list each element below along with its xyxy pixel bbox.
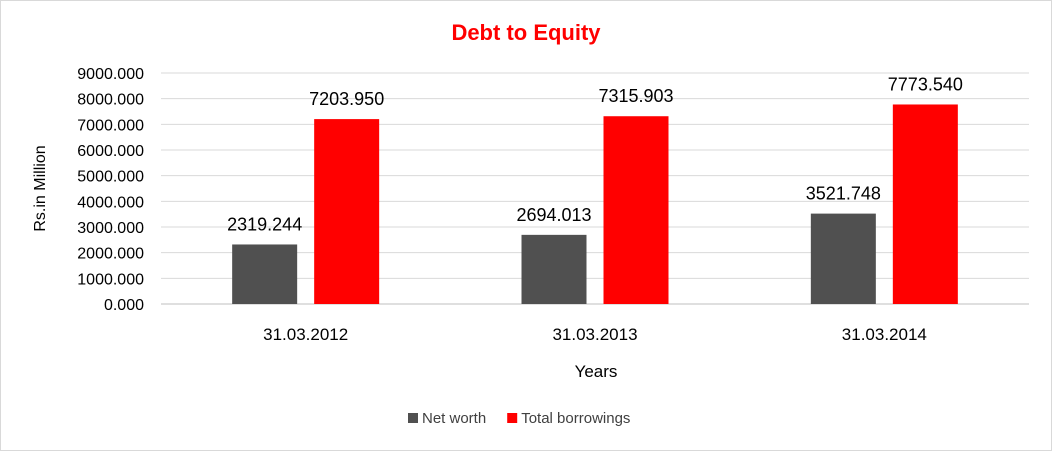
chart-title: Debt to Equity [451,20,601,45]
y-tick-label: 6000.000 [77,143,144,160]
y-tick-label: 4000.000 [77,194,144,211]
bar-total-borrowings [603,116,669,304]
gridlines [161,72,1029,305]
bar-total-borrowings [314,119,380,304]
bar-net-worth [521,234,587,304]
data-label: 3521.748 [806,184,881,204]
x-axis-label: Years [575,362,618,381]
legend-swatch [507,413,518,423]
x-tick-label: 31.03.2014 [842,325,927,344]
y-tick-label: 0.000 [104,297,144,314]
data-label: 7773.540 [888,74,963,94]
legend: Net worth Total borrowings [408,410,630,427]
data-label: 7315.903 [598,86,673,106]
legend-swatch [408,413,418,423]
y-axis-label: Rs.in Million [32,145,49,231]
y-tick-labels: 0.000 1000.000 2000.000 3000.000 4000.000 500… [77,66,144,314]
y-tick-label: 5000.000 [77,169,144,186]
x-tick-labels: 31.03.2012 31.03.2013 31.03.2014 [263,325,927,344]
legend-label: Total borrowings [521,410,630,427]
y-tick-label: 7000.000 [77,117,144,134]
x-tick-label: 31.03.2013 [552,325,637,344]
data-label: 2319.244 [227,214,302,234]
y-tick-label: 1000.000 [77,271,144,288]
bars [232,104,958,304]
bar-net-worth [232,244,298,304]
y-tick-label: 8000.000 [77,92,144,109]
bar-total-borrowings [892,104,958,304]
y-tick-label: 9000.000 [77,66,144,83]
data-label: 2694.013 [516,205,591,225]
legend-label: Net worth [422,410,486,427]
bar-net-worth [810,213,876,304]
x-tick-label: 31.03.2012 [263,325,348,344]
data-label: 7203.950 [309,89,384,109]
data-labels: 2319.244 7203.950 2694.013 7315.903 3521.748… [227,74,963,234]
y-tick-label: 3000.000 [77,220,144,237]
y-tick-label: 2000.000 [77,246,144,263]
